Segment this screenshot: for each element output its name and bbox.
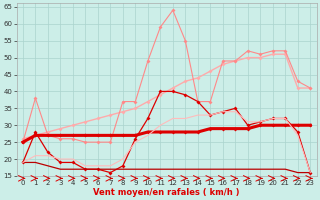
X-axis label: Vent moyen/en rafales ( km/h ): Vent moyen/en rafales ( km/h ) <box>93 188 240 197</box>
